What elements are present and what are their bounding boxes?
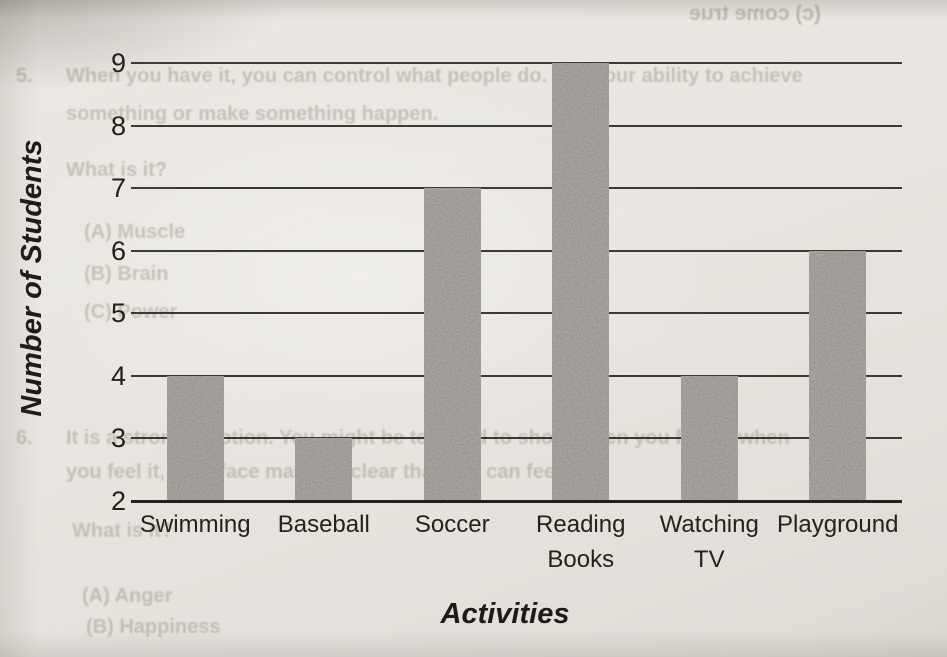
bar-baseball: [295, 438, 353, 501]
y-tick-label: 3: [110, 423, 126, 454]
y-tick-label: 5: [110, 298, 126, 329]
bleedthrough-q6-option-b: (B) Happiness: [86, 616, 221, 638]
bar-grain-texture: [423, 188, 481, 501]
bar-grain-texture: [166, 375, 224, 501]
bar-watching-tv: [680, 375, 738, 501]
bar-swimming: [166, 375, 224, 501]
x-category-label: Soccer: [414, 511, 490, 538]
bleedthrough-q6-number: 6.: [16, 427, 33, 449]
bleedthrough-q5-option-a: (A) Muscle: [84, 221, 186, 243]
bar-grain-texture: [809, 250, 867, 501]
bar-playground: [809, 250, 867, 501]
y-tick-label: 8: [110, 110, 126, 141]
bar-reading-books: [552, 63, 610, 501]
bar-grain-texture: [295, 438, 353, 501]
x-axis-title: Activities: [440, 598, 570, 630]
bleedthrough-q5-option-b: (B) Brain: [84, 263, 169, 285]
gridline: [131, 124, 902, 127]
gridline: [131, 187, 902, 190]
gridline: [131, 374, 902, 377]
bleedthrough-q5-option-c: (C) Power: [84, 301, 178, 323]
bleedthrough-q5-number: 5.: [16, 65, 33, 87]
gridline: [131, 312, 902, 315]
y-tick-label: 2: [110, 486, 126, 516]
bleedthrough-q6-prompt: What is it?: [72, 520, 174, 542]
x-category-label: Swimming: [139, 511, 251, 538]
x-category-label: Playground: [777, 511, 899, 538]
bleedthrough-q5-prompt: What is it?: [66, 159, 168, 181]
bar-soccer: [423, 188, 481, 501]
x-category-label: Baseball: [277, 511, 370, 538]
y-tick-label: 6: [110, 235, 126, 266]
gridline: [131, 437, 902, 440]
bleedthrough-q6-option-a: (A) Anger: [82, 585, 173, 607]
y-tick-label: 9: [110, 48, 126, 78]
y-tick-label: 4: [110, 360, 126, 391]
bar-grain-texture: [680, 375, 738, 501]
y-axis-title: Number of Students: [16, 139, 48, 417]
x-category-label: Watching TV: [659, 511, 759, 573]
bleedthrough-q5-line1: When you have it, you can control what p…: [66, 65, 803, 87]
x-axis-baseline: [131, 499, 902, 503]
gridline: [131, 62, 902, 64]
x-category-label: Reading Books: [536, 511, 626, 573]
bar-grain-texture: [552, 63, 610, 501]
bleedthrough-q5-line2: something or make something happen.: [66, 103, 439, 125]
y-tick-label: 7: [110, 173, 126, 204]
gridline: [131, 249, 902, 252]
